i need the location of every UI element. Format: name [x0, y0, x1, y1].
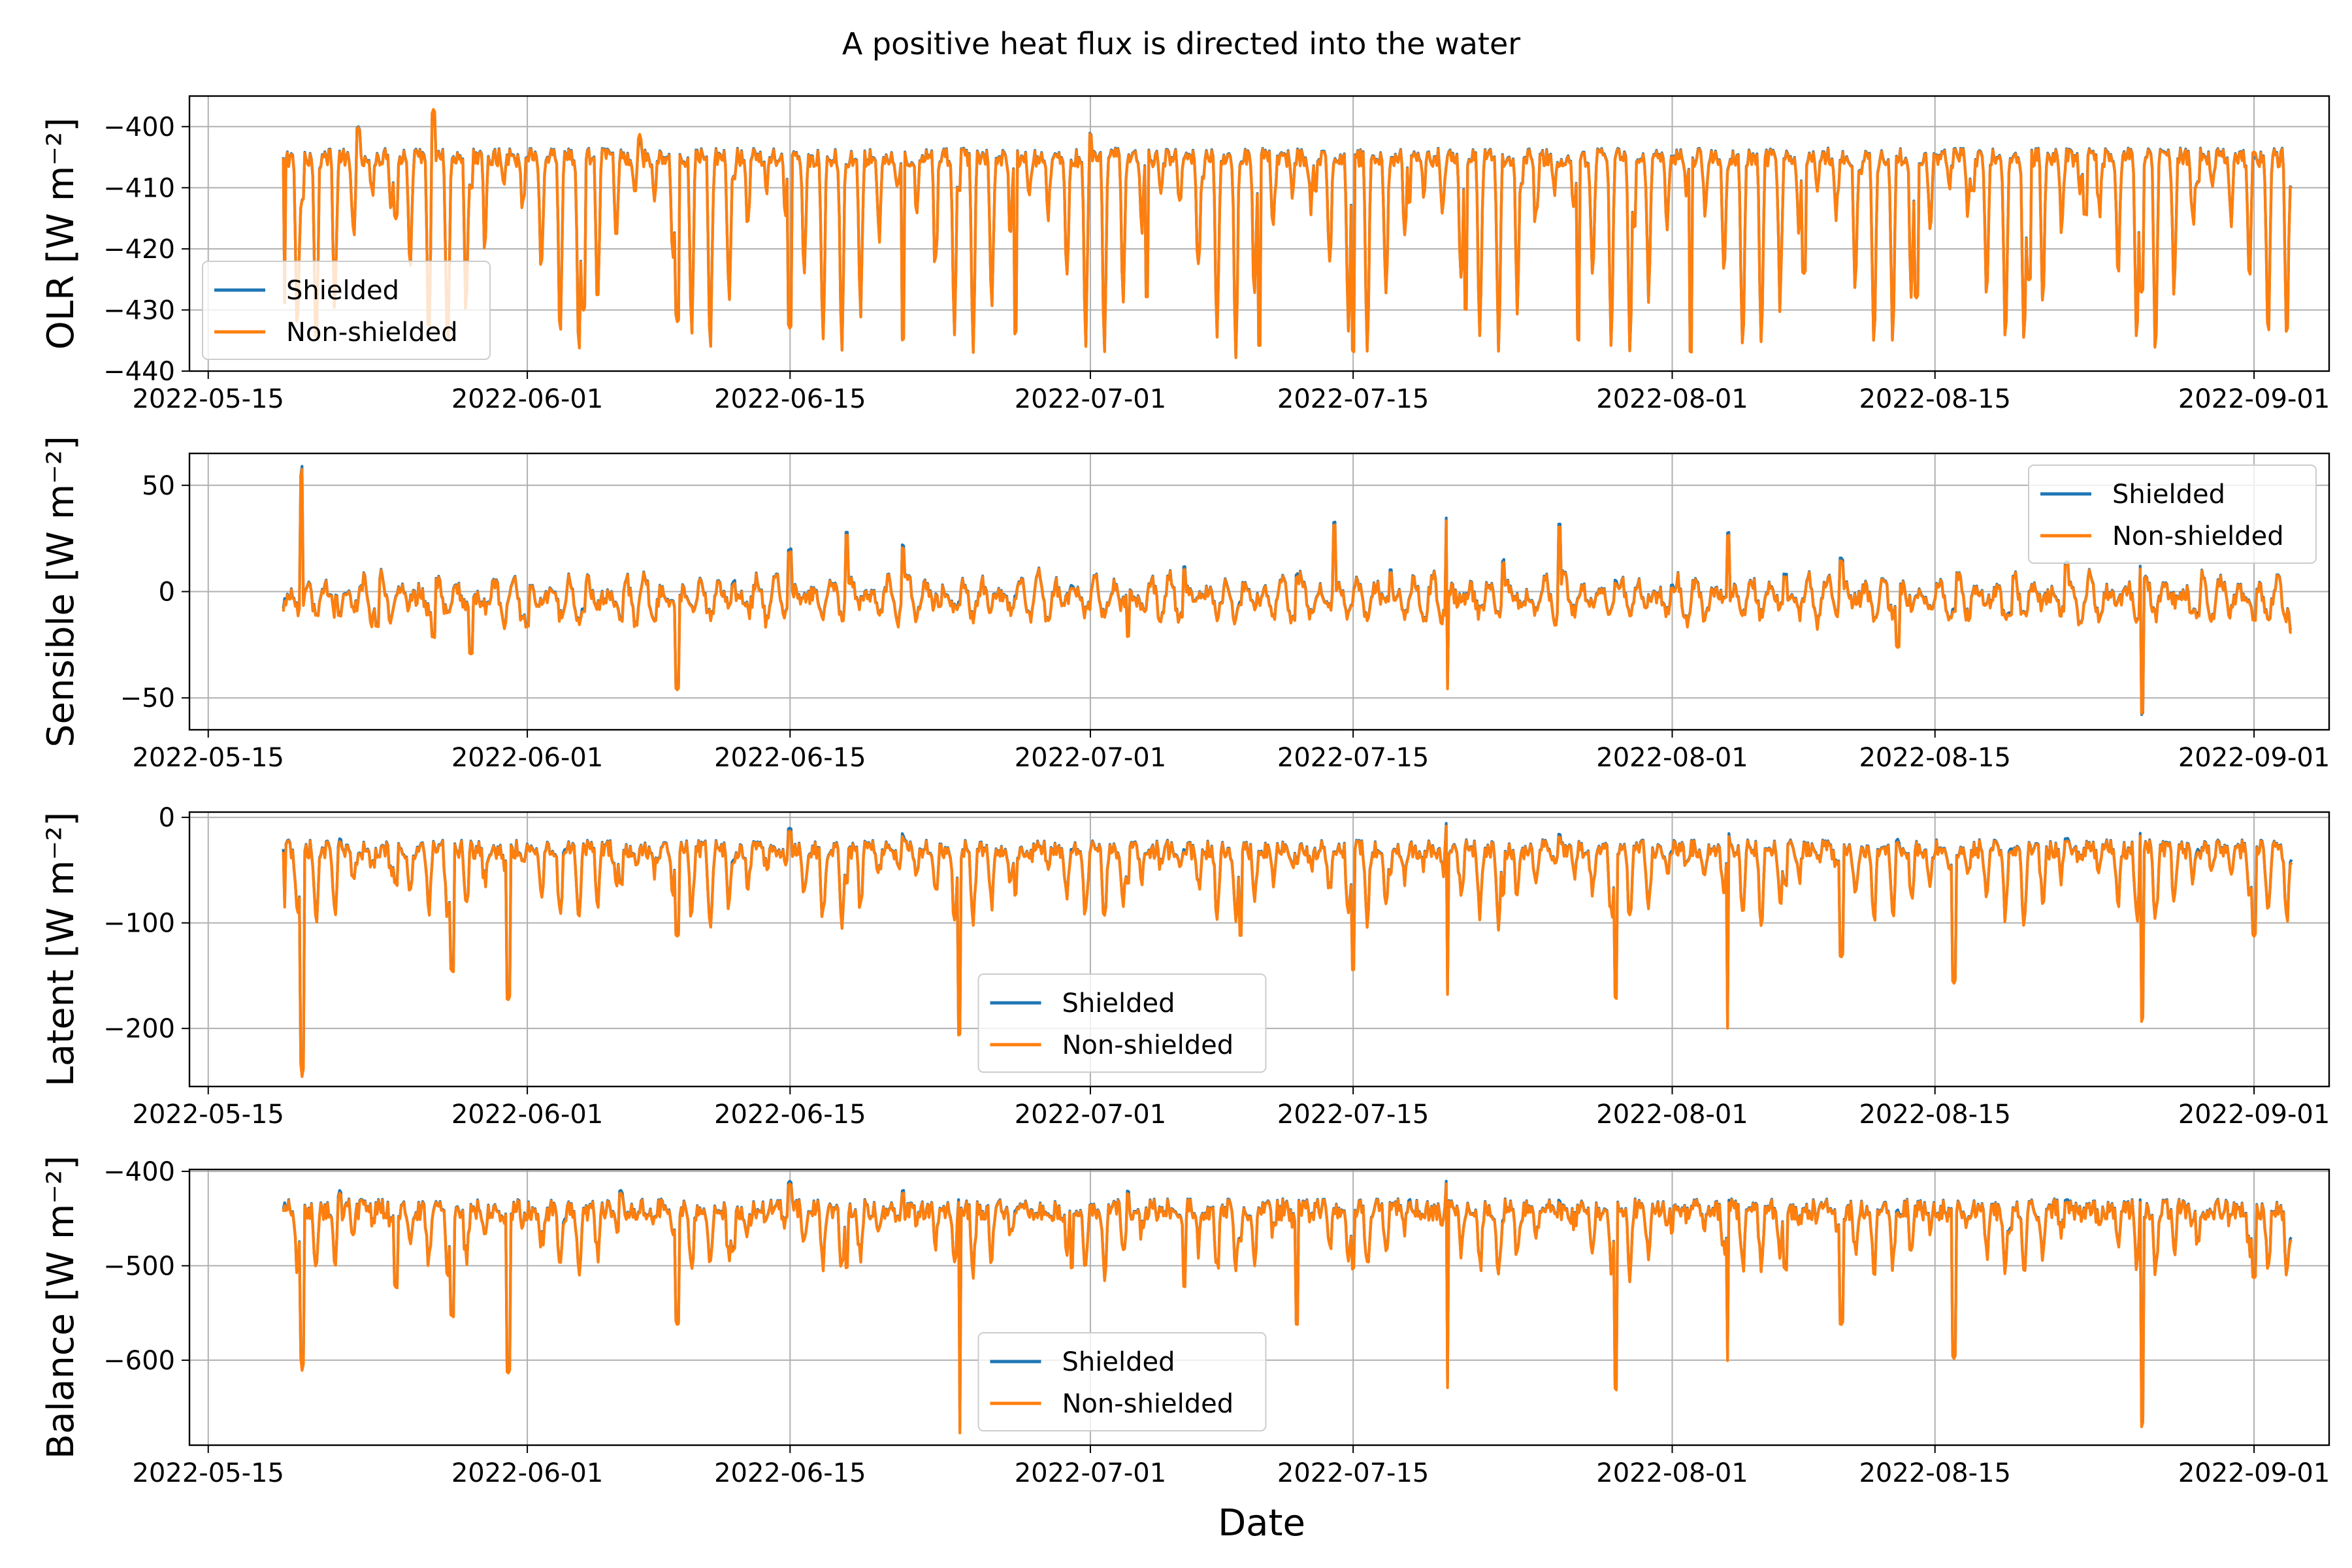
x-tick-label: 2022-06-01	[451, 743, 603, 773]
legend-frame	[977, 1332, 1267, 1431]
y-tick-label: 50	[142, 471, 175, 501]
axes-sensible: 2022-05-15 2022-06-01 2022-06-15 2022-07-01…	[40, 436, 2330, 773]
y-axis-label-balance: Balance [W m⁻²]	[40, 1156, 82, 1460]
x-tick-label: 2022-06-01	[451, 1458, 603, 1488]
y-tick-label: −400	[103, 1157, 175, 1187]
y-tick-label: −410	[103, 173, 175, 203]
axes-latent: 2022-05-15 2022-06-01 2022-06-15 2022-07-01…	[40, 803, 2330, 1130]
x-tick-label: 2022-05-15	[132, 743, 284, 773]
plot-area	[282, 822, 2293, 1078]
x-tick-label: 2022-07-01	[1015, 1458, 1166, 1488]
x-tick-label: 2022-08-01	[1596, 1100, 1748, 1130]
axes-olr: 2022-05-15 2022-06-01 2022-06-15 2022-07-01…	[40, 95, 2330, 414]
plot-area	[282, 465, 2293, 716]
x-tick-label: 2022-06-15	[714, 1100, 866, 1130]
y-tick-label: −400	[103, 112, 175, 142]
y-tick-label: 0	[159, 803, 175, 833]
series-line-non-shielded	[282, 1183, 2293, 1435]
legend-label: Non-shielded	[2112, 521, 2284, 551]
y-axis-label-latent: Latent [W m⁻²]	[40, 812, 82, 1087]
legend-label: Non-shielded	[1062, 1030, 1234, 1060]
x-tick-label: 2022-09-01	[2178, 384, 2330, 414]
legend-label: Shielded	[1062, 988, 1175, 1019]
y-tick-label: −500	[103, 1251, 175, 1281]
y-tick-label: −50	[120, 683, 175, 713]
x-tick-label: 2022-07-15	[1277, 743, 1429, 773]
x-axis-label: Date	[1218, 1502, 1305, 1544]
legend-sensible: Shielded Non-shielded	[2028, 465, 2317, 564]
x-tick-label: 2022-07-15	[1277, 1100, 1429, 1130]
x-tick-label: 2022-05-15	[132, 1100, 284, 1130]
x-tick-label: 2022-08-15	[1859, 743, 2010, 773]
legend-frame	[977, 973, 1267, 1073]
x-tick-label: 2022-07-01	[1015, 384, 1166, 414]
x-tick-label: 2022-09-01	[2178, 743, 2330, 773]
plot-area	[282, 1179, 2293, 1435]
legend-olr: Shielded Non-shielded	[202, 261, 491, 360]
axes-frame	[188, 95, 2330, 372]
legend-label: Shielded	[1062, 1347, 1175, 1377]
series-line-non-shielded	[282, 468, 2293, 715]
axes-frame	[188, 811, 2330, 1088]
x-tick-label: 2022-06-15	[714, 1458, 866, 1488]
x-tick-label: 2022-07-01	[1015, 743, 1166, 773]
y-tick-label: 0	[159, 578, 175, 608]
axes-frame	[188, 1168, 2330, 1446]
y-tick-label: −100	[103, 909, 175, 939]
x-tick-label: 2022-06-15	[714, 743, 866, 773]
legend-label: Shielded	[2112, 480, 2225, 510]
legend-latent: Shielded Non-shielded	[977, 973, 1267, 1073]
plot-area	[282, 108, 2293, 359]
y-tick-label: −200	[103, 1014, 175, 1044]
x-tick-label: 2022-08-01	[1596, 384, 1748, 414]
legend-frame	[202, 261, 491, 360]
y-axis-label-sensible: Sensible [W m⁻²]	[40, 436, 82, 747]
legend-label: Non-shielded	[1062, 1389, 1234, 1419]
x-tick-label: 2022-06-01	[451, 384, 603, 414]
x-tick-label: 2022-06-01	[451, 1100, 603, 1130]
x-tick-label: 2022-09-01	[2178, 1100, 2330, 1130]
legend-balance: Shielded Non-shielded	[977, 1332, 1267, 1431]
x-tick-label: 2022-05-15	[132, 1458, 284, 1488]
x-tick-label: 2022-05-15	[132, 384, 284, 414]
figure-suptitle: A positive heat flux is directed into th…	[842, 26, 1520, 61]
y-tick-label: −430	[103, 295, 175, 325]
legend-frame	[2028, 465, 2317, 564]
x-tick-label: 2022-08-01	[1596, 743, 1748, 773]
y-axis-label-olr: OLR [W m⁻²]	[40, 118, 82, 350]
axes-balance: 2022-05-15 2022-06-01 2022-06-15 2022-07-01…	[40, 1156, 2330, 1488]
y-tick-label: −600	[103, 1346, 175, 1376]
x-tick-label: 2022-08-15	[1859, 1100, 2010, 1130]
x-tick-label: 2022-08-15	[1859, 384, 2010, 414]
legend-label: Non-shielded	[286, 318, 458, 348]
series-line-non-shielded	[282, 108, 2293, 359]
y-tick-label: −440	[103, 357, 175, 387]
x-tick-label: 2022-08-15	[1859, 1458, 2010, 1488]
axes-container: 2022-05-15 2022-06-01 2022-06-15 2022-07-01…	[40, 95, 2330, 1488]
x-tick-label: 2022-06-15	[714, 384, 866, 414]
x-tick-label: 2022-09-01	[2178, 1458, 2330, 1488]
x-tick-label: 2022-07-15	[1277, 384, 1429, 414]
y-tick-label: −420	[103, 235, 175, 265]
x-tick-label: 2022-08-01	[1596, 1458, 1748, 1488]
x-tick-label: 2022-07-01	[1015, 1100, 1166, 1130]
x-tick-label: 2022-07-15	[1277, 1458, 1429, 1488]
series-line-non-shielded	[282, 825, 2293, 1078]
legend-label: Shielded	[286, 276, 399, 306]
